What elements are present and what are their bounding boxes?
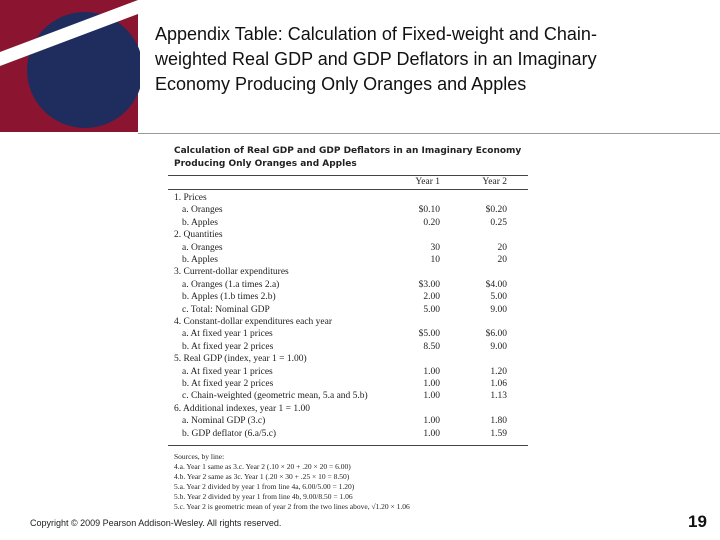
- row-label: 5. Real GDP (index, year 1 = 1.00): [174, 354, 307, 365]
- row-label: 1. Prices: [174, 193, 207, 203]
- cell-value: 1.20: [490, 366, 507, 377]
- source-note: 5.c. Year 2 is geometric mean of year 2 …: [174, 502, 410, 511]
- row-label: a. Oranges: [182, 242, 223, 253]
- cell-value: 0.20: [423, 217, 440, 228]
- row-label: b. At fixed year 2 prices: [182, 379, 274, 389]
- row-label: b. Apples: [182, 217, 218, 228]
- header-rule: [138, 133, 720, 134]
- cell-value: 30: [430, 242, 441, 253]
- table-title: Producing Only Oranges and Apples: [174, 159, 357, 169]
- table-rule: [168, 445, 528, 446]
- row-label: b. Apples: [182, 255, 218, 265]
- cell-value: 5.00: [490, 292, 507, 303]
- cell-value: 5.00: [423, 304, 440, 315]
- source-note: Sources, by line:: [174, 452, 225, 461]
- cell-value: 9.00: [490, 341, 507, 352]
- source-note: 4.a. Year 1 same as 3.c. Year 2 (.10 × 2…: [174, 462, 351, 471]
- cell-value: 0.25: [490, 217, 507, 228]
- cell-value: 9.00: [490, 304, 507, 315]
- cell-value: 1.59: [490, 428, 507, 439]
- slide-title: Appendix Table: Calculation of Fixed-wei…: [155, 24, 597, 44]
- logo-panel: [0, 0, 140, 132]
- row-label: 3. Current-dollar expenditures: [174, 267, 289, 278]
- row-label: 4. Constant-dollar expenditures each yea…: [174, 317, 333, 327]
- cell-value: 1.00: [423, 366, 440, 377]
- cell-value: 1.00: [423, 379, 440, 389]
- row-label: a. Oranges (1.a times 2.a): [182, 279, 280, 290]
- row-label: a. Oranges: [182, 205, 223, 216]
- cell-value: 1.00: [423, 416, 440, 427]
- source-note: 5.b. Year 2 divided by year 1 from line …: [174, 492, 353, 501]
- cell-value: 1.13: [490, 391, 507, 402]
- row-label: b. At fixed year 2 prices: [182, 341, 274, 352]
- table-rule: [168, 189, 528, 190]
- cell-value: 1.06: [490, 379, 507, 389]
- cell-value: $0.20: [485, 205, 507, 216]
- cell-value: 10: [430, 255, 441, 265]
- source-note: 5.a. Year 2 divided by year 1 from line …: [174, 482, 355, 491]
- slide-title: weighted Real GDP and GDP Deflators in a…: [155, 49, 597, 69]
- row-label: b. Apples (1.b times 2.b): [182, 292, 276, 303]
- row-label: c. Total: Nominal GDP: [182, 304, 270, 315]
- cell-value: $3.00: [418, 279, 440, 290]
- row-label: c. Chain-weighted (geometric mean, 5.a a…: [182, 391, 368, 402]
- slide-title: Economy Producing Only Oranges and Apple…: [155, 74, 527, 94]
- cell-value: $4.00: [485, 279, 507, 290]
- cell-value: 20: [497, 255, 508, 265]
- cell-value: $6.00: [485, 329, 507, 340]
- cell-value: 2.00: [423, 292, 440, 303]
- table-title: Calculation of Real GDP and GDP Deflator…: [174, 146, 522, 156]
- copyright: Copyright © 2009 Pearson Addison-Wesley.…: [30, 518, 282, 528]
- row-label: 6. Additional indexes, year 1 = 1.00: [174, 403, 310, 414]
- column-header: Year 1: [415, 177, 440, 187]
- cell-value: 1.80: [490, 416, 507, 427]
- cell-value: $0.10: [418, 205, 440, 216]
- source-note: 4.b. Year 2 same as 3c. Year 1 (.20 × 30…: [174, 472, 350, 481]
- cell-value: 8.50: [423, 341, 440, 352]
- row-label: a. Nominal GDP (3.c): [182, 416, 266, 427]
- table-rule: [168, 175, 528, 176]
- row-label: a. At fixed year 1 prices: [182, 329, 273, 340]
- row-label: b. GDP deflator (6.a/5.c): [182, 428, 277, 439]
- row-label: a. At fixed year 1 prices: [182, 366, 273, 377]
- page-number: 19: [688, 512, 707, 531]
- cell-value: $5.00: [418, 329, 440, 340]
- column-header: Year 2: [482, 177, 507, 187]
- row-label: 2. Quantities: [174, 230, 223, 241]
- cell-value: 20: [497, 242, 508, 253]
- cell-value: 1.00: [423, 428, 440, 439]
- cell-value: 1.00: [423, 391, 440, 402]
